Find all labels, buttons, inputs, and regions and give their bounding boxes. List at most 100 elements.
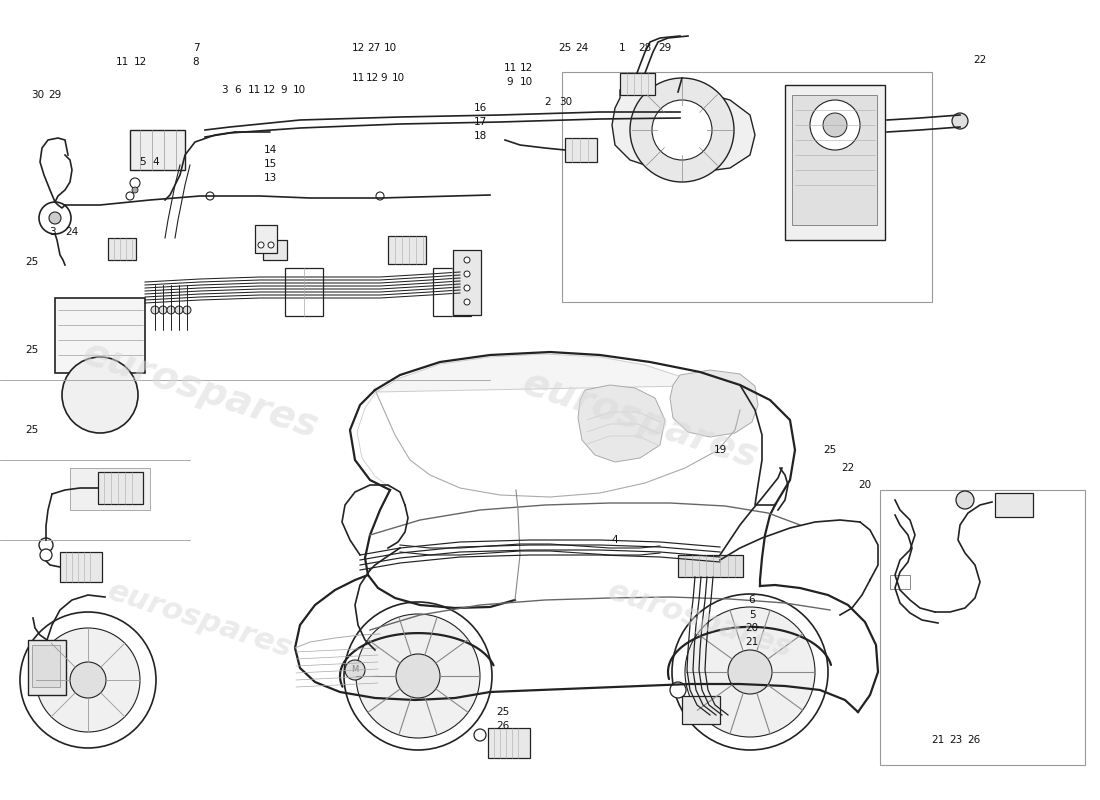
Circle shape	[70, 662, 106, 698]
Circle shape	[50, 212, 60, 224]
Text: 10: 10	[392, 73, 405, 83]
Circle shape	[356, 614, 480, 738]
Circle shape	[160, 306, 167, 314]
Circle shape	[345, 660, 365, 680]
Bar	[682, 696, 720, 724]
Circle shape	[672, 594, 828, 750]
Circle shape	[175, 306, 183, 314]
Circle shape	[396, 654, 440, 698]
Text: eurospares: eurospares	[103, 577, 296, 663]
Text: eurospares: eurospares	[77, 334, 322, 446]
Text: 12: 12	[133, 57, 146, 67]
Polygon shape	[376, 354, 740, 407]
Circle shape	[464, 299, 470, 305]
Text: 4: 4	[612, 535, 618, 545]
Bar	[565, 138, 597, 162]
Text: 6: 6	[749, 595, 756, 605]
Circle shape	[952, 113, 968, 129]
Circle shape	[183, 306, 191, 314]
Text: 25: 25	[25, 345, 39, 355]
Text: 3: 3	[221, 85, 228, 95]
Text: 20: 20	[746, 623, 759, 633]
Circle shape	[167, 306, 175, 314]
Text: 4: 4	[153, 157, 159, 167]
Text: 6: 6	[234, 85, 241, 95]
Circle shape	[39, 538, 53, 552]
Bar	[678, 555, 743, 577]
Text: 9: 9	[381, 73, 387, 83]
Text: 11: 11	[504, 63, 517, 73]
Bar	[255, 225, 277, 253]
Circle shape	[62, 357, 138, 433]
Bar	[488, 728, 530, 758]
Bar	[70, 468, 150, 510]
Polygon shape	[578, 385, 666, 462]
Text: M: M	[351, 666, 359, 674]
Text: 24: 24	[575, 43, 589, 53]
Text: 3: 3	[48, 227, 55, 237]
Circle shape	[652, 100, 712, 160]
Bar	[130, 130, 185, 170]
Text: 19: 19	[714, 445, 727, 455]
Text: 13: 13	[263, 173, 276, 183]
Circle shape	[956, 491, 974, 509]
Circle shape	[823, 113, 847, 137]
Text: 30: 30	[560, 97, 573, 107]
Circle shape	[40, 549, 52, 561]
Circle shape	[344, 602, 492, 750]
Circle shape	[474, 729, 486, 741]
Circle shape	[20, 612, 156, 748]
Circle shape	[132, 187, 138, 193]
Bar	[433, 268, 471, 316]
Polygon shape	[612, 88, 755, 172]
Text: eurospares: eurospares	[604, 577, 796, 663]
Text: 10: 10	[293, 85, 306, 95]
Circle shape	[630, 78, 734, 182]
Circle shape	[810, 100, 860, 150]
Bar	[562, 72, 932, 302]
Text: 25: 25	[496, 707, 509, 717]
Text: 17: 17	[473, 117, 486, 127]
Circle shape	[206, 192, 214, 200]
Circle shape	[728, 650, 772, 694]
Text: 21: 21	[746, 637, 759, 647]
Bar	[60, 552, 102, 582]
Circle shape	[130, 178, 140, 188]
Circle shape	[464, 285, 470, 291]
Bar	[890, 575, 910, 589]
Text: 9: 9	[280, 85, 287, 95]
Circle shape	[670, 682, 686, 698]
Text: 25: 25	[559, 43, 572, 53]
Bar	[108, 238, 136, 260]
Text: 2: 2	[544, 97, 551, 107]
Text: 24: 24	[65, 227, 78, 237]
Text: 14: 14	[263, 145, 276, 155]
Bar	[55, 298, 145, 373]
Text: 12: 12	[351, 43, 364, 53]
Text: 23: 23	[949, 735, 962, 745]
Circle shape	[376, 192, 384, 200]
Bar	[880, 490, 1085, 765]
Circle shape	[464, 271, 470, 277]
Text: 15: 15	[263, 159, 276, 169]
Circle shape	[258, 242, 264, 248]
Text: 26: 26	[967, 735, 980, 745]
Text: eurospares: eurospares	[517, 364, 762, 476]
Text: 11: 11	[351, 73, 364, 83]
Circle shape	[151, 306, 160, 314]
Bar	[453, 250, 481, 315]
Bar	[32, 645, 60, 687]
Text: 30: 30	[32, 90, 45, 100]
Bar	[98, 472, 143, 504]
Text: 5: 5	[139, 157, 145, 167]
Text: 29: 29	[659, 43, 672, 53]
Text: 25: 25	[25, 425, 39, 435]
Text: 22: 22	[974, 55, 987, 65]
Bar	[285, 268, 323, 316]
Bar	[620, 73, 654, 95]
Text: 28: 28	[638, 43, 651, 53]
Text: 10: 10	[384, 43, 397, 53]
Text: 22: 22	[842, 463, 855, 473]
Circle shape	[39, 202, 72, 234]
Bar	[792, 95, 877, 225]
